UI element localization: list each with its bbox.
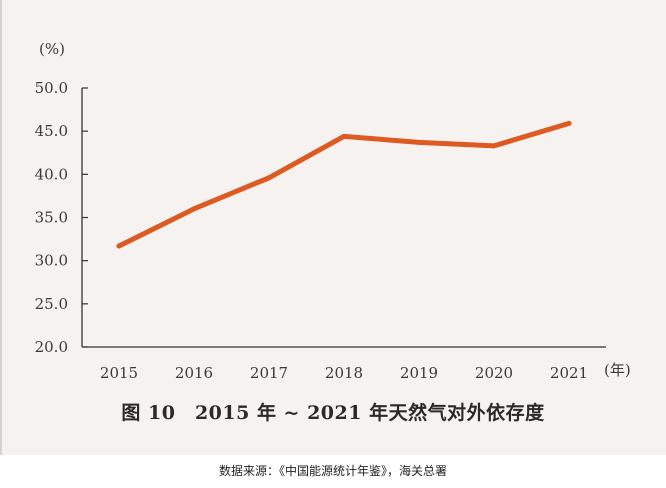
- x-tick-label: 2017: [250, 364, 288, 382]
- series-line: [116, 120, 572, 249]
- data-point: [416, 139, 422, 145]
- data-point: [341, 133, 347, 139]
- chart-title: 图 10 2015 年 ~ 2021 年天然气对外依存度: [121, 402, 545, 424]
- series-layer: [116, 120, 572, 249]
- x-tick-label: 2020: [475, 364, 513, 382]
- y-axis-unit: (%): [39, 40, 65, 58]
- chart-figure: 20.0 25.0 30.0 35.0 40.0 45.0 50.0 2015 2016 201…: [0, 0, 666, 455]
- y-tick-label: 35.0: [35, 209, 68, 227]
- y-tick-label: 30.0: [35, 252, 68, 270]
- figure-edge: [0, 0, 2, 455]
- x-tick-label: 2021: [550, 364, 588, 382]
- y-tick-label: 40.0: [35, 165, 68, 183]
- x-axis-unit: (年): [604, 361, 631, 379]
- line-chart: 20.025.030.035.040.045.050.0 2015 2016 201…: [35, 40, 631, 382]
- x-axis-ticks: 2015 2016 2017 2018 2019 2020 2021: [100, 364, 588, 382]
- data-point: [491, 143, 497, 149]
- data-point: [566, 120, 572, 126]
- x-tick-label: 2019: [400, 364, 438, 382]
- x-tick-label: 2015: [100, 364, 138, 382]
- data-point: [266, 175, 272, 181]
- y-axis-ticks: 20.0 25.0 30.0 35.0 40.0 45.0 50.0: [35, 79, 88, 356]
- y-tick-label: 20.0: [35, 338, 68, 356]
- y-tick-label: 45.0: [35, 122, 68, 140]
- x-tick-label: 2018: [325, 364, 363, 382]
- source-note: 数据来源：《中国能源统计年鉴》，海关总署: [218, 464, 447, 478]
- axes: [81, 88, 606, 348]
- data-point: [116, 243, 122, 249]
- y-tick-label: 25.0: [35, 295, 68, 313]
- y-tick-label: 50.0: [35, 79, 68, 97]
- x-tick-label: 2016: [175, 364, 213, 382]
- data-point: [191, 206, 197, 212]
